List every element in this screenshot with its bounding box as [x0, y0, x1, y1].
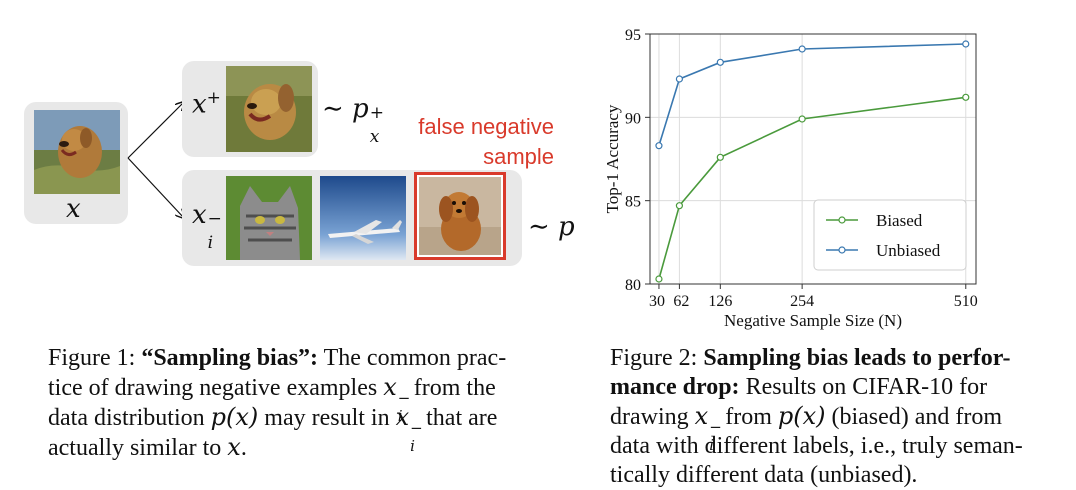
x-tick-label: 254	[790, 293, 814, 310]
figure-1-caption: Figure 1: “Sampling bias”: The common pr…	[48, 345, 507, 461]
chart-ticks: 30 62 126 254 510 80 85 90 95	[625, 27, 978, 310]
plot-frame	[649, 33, 977, 285]
x-tick-label: 62	[673, 293, 689, 310]
negative-cat-image	[226, 176, 312, 260]
x-tick-label: 30	[649, 293, 665, 310]
data-point-unbiased	[798, 45, 806, 53]
data-point-biased	[798, 115, 806, 123]
negative-distribution: ∼ p	[528, 212, 575, 242]
y-tick-label: 85	[625, 194, 641, 211]
legend-label-unbiased: Unbiased	[876, 241, 941, 260]
legend-label-biased: Biased	[876, 211, 923, 230]
data-point-biased	[655, 275, 663, 283]
chart-series	[655, 40, 970, 283]
negative-airplane-image	[320, 176, 406, 260]
positive-dog-image	[226, 66, 312, 152]
series-line-unbiased	[658, 43, 966, 146]
false-negative-dog-image	[419, 177, 501, 255]
branch-arrows	[127, 96, 194, 226]
anchor-label: x	[66, 194, 81, 224]
anchor-dog-image	[34, 110, 120, 194]
data-point-unbiased	[716, 58, 724, 66]
false-negative-label: false negative sample	[418, 114, 554, 169]
data-point-biased	[716, 153, 724, 161]
figure-2-caption: Figure 2: Sampling bias leads to perfor-…	[610, 345, 1023, 488]
y-tick-label: 95	[625, 27, 641, 44]
data-point-unbiased	[675, 75, 684, 83]
legend-marker-unbiased	[838, 246, 846, 254]
y-tick-label: 90	[625, 110, 641, 127]
data-point-unbiased	[655, 142, 663, 150]
accuracy-chart: 30 62 126 254 510 80 85 90 95 Negative Sample Si…	[603, 27, 978, 330]
chart-legend: Biased Unbiased	[813, 199, 967, 271]
data-point-biased	[962, 93, 970, 101]
x-tick-label: 510	[954, 293, 978, 310]
positive-distribution: ∼ p + x	[322, 94, 384, 147]
negative-label: x − i	[192, 200, 222, 253]
y-tick-label: 80	[625, 277, 641, 294]
legend-box	[813, 199, 967, 271]
data-point-biased	[675, 202, 684, 210]
x-axis-label: Negative Sample Size (N)	[724, 311, 902, 330]
x-tick-label: 126	[708, 293, 732, 310]
legend-marker-biased	[838, 216, 846, 224]
y-axis-label: Top-1 Accuracy	[603, 104, 622, 213]
positive-label: x+	[192, 88, 221, 120]
data-point-unbiased	[962, 40, 970, 48]
